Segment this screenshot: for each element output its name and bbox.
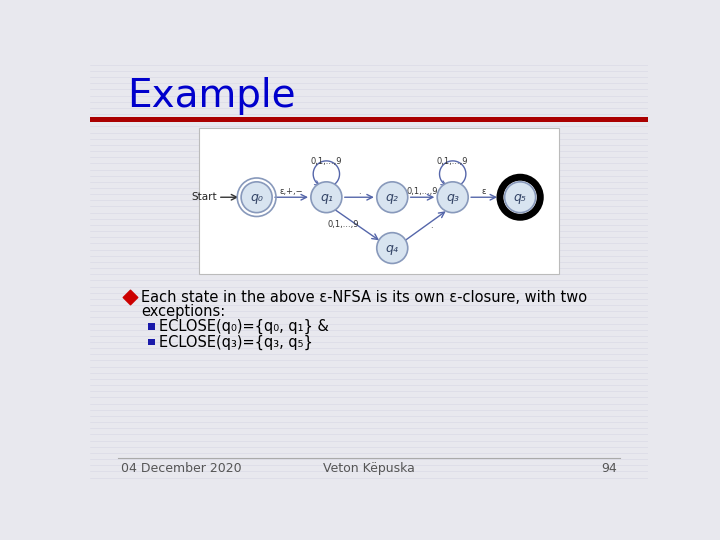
Text: q₁: q₁ [320, 191, 333, 204]
Bar [90, 117, 648, 122]
Circle shape [241, 182, 272, 213]
Text: Each state in the above ε-NFSA is its own ε-closure, with two: Each state in the above ε-NFSA is its ow… [141, 290, 588, 305]
Circle shape [437, 182, 468, 213]
Text: 0,1,...,9: 0,1,...,9 [310, 157, 342, 166]
Text: ECLOSE(q₃)={q₃, q₅}: ECLOSE(q₃)={q₃, q₅} [159, 334, 313, 349]
Text: 0,1,...,9: 0,1,...,9 [407, 187, 438, 195]
Text: q₂: q₂ [386, 191, 399, 204]
Text: ε: ε [482, 187, 486, 195]
Text: 04 December 2020: 04 December 2020 [121, 462, 242, 475]
Text: q₅: q₅ [513, 191, 526, 204]
Text: exceptions:: exceptions: [141, 303, 225, 319]
Text: Example: Example [127, 77, 296, 114]
Text: ECLOSE(q₀)={q₀, q₁} &: ECLOSE(q₀)={q₀, q₁} & [159, 319, 329, 334]
Circle shape [505, 182, 536, 213]
Text: .: . [358, 187, 361, 195]
Circle shape [377, 182, 408, 213]
Text: 0,1,...,9: 0,1,...,9 [437, 157, 469, 166]
Text: Veton Këpuska: Veton Këpuska [323, 462, 415, 475]
Bar [148, 339, 155, 346]
Bar [148, 323, 155, 330]
Circle shape [377, 233, 408, 264]
Point [125, 293, 136, 302]
FancyBboxPatch shape [199, 128, 559, 274]
Text: ε,+,−: ε,+,− [279, 187, 303, 195]
Text: Start: Start [191, 192, 217, 202]
Text: 94: 94 [601, 462, 617, 475]
Text: q₃: q₃ [446, 191, 459, 204]
Text: 0,1,...,9: 0,1,...,9 [328, 220, 359, 230]
Text: .: . [431, 221, 433, 230]
Text: q₄: q₄ [386, 241, 399, 254]
Circle shape [311, 182, 342, 213]
Text: q₀: q₀ [250, 191, 263, 204]
